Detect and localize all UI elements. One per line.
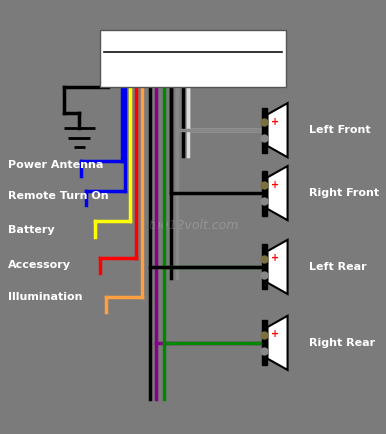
Text: +: + [271,253,279,263]
Text: Accessory: Accessory [8,260,71,270]
Bar [262,320,267,365]
Text: Left Rear: Left Rear [309,262,366,272]
Text: Right Front: Right Front [309,188,379,198]
Text: Left Front: Left Front [309,125,371,135]
Text: Battery: Battery [8,225,54,235]
Text: the12volt.com: the12volt.com [148,219,238,232]
Polygon shape [267,316,288,370]
Text: Illumination: Illumination [8,292,82,302]
Text: +: + [271,180,279,190]
Text: +: + [271,329,279,339]
Polygon shape [267,103,288,157]
Bar [100,30,286,87]
Polygon shape [267,166,288,220]
Bar [262,244,267,289]
Bar [262,108,267,153]
Bar [262,171,267,216]
Text: Remote Turn On: Remote Turn On [8,191,108,201]
Text: Power Antenna: Power Antenna [8,160,103,170]
Text: +: + [271,117,279,127]
Polygon shape [267,240,288,294]
Text: Right Rear: Right Rear [309,338,375,348]
